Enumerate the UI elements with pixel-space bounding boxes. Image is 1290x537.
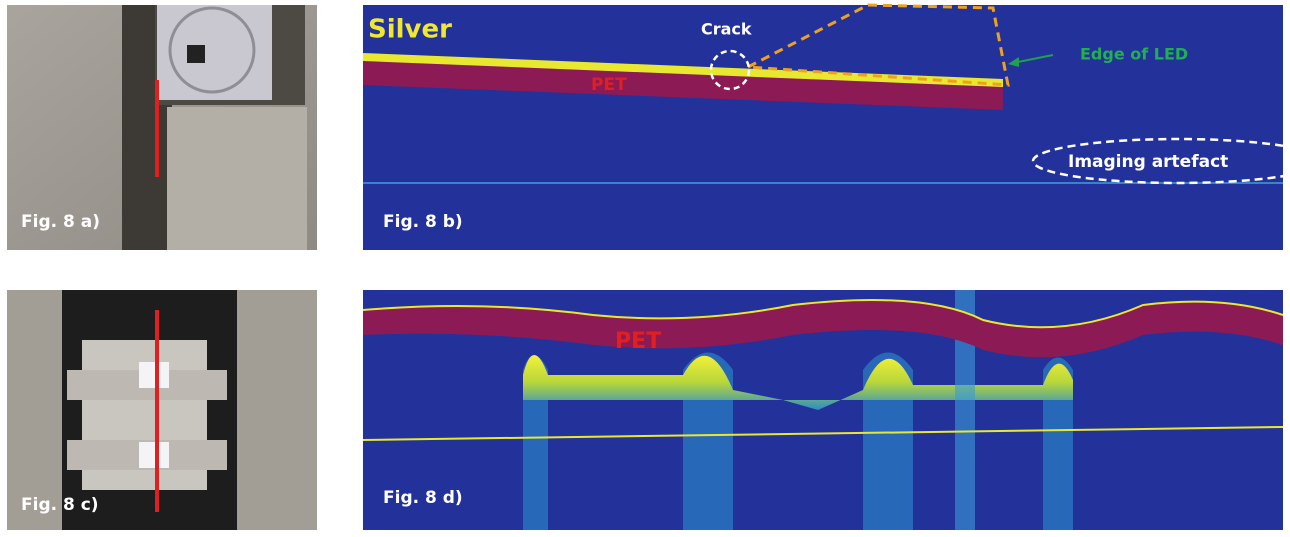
annotation: PET	[615, 329, 661, 354]
substrate	[167, 107, 307, 250]
annotation: Imaging artefact	[1068, 152, 1228, 172]
panel-b: Silver Crack PET Edge of LED Imaging art…	[363, 5, 1290, 250]
panel-label: Fig. 8 d)	[383, 488, 463, 508]
page: {"panels": [ {"label": "Fig. 8 a)"}, {"l…	[0, 0, 1290, 533]
panel-a: Fig. 8 a)	[7, 5, 317, 250]
led-emitter	[139, 362, 169, 388]
annotation: Silver	[368, 15, 452, 45]
annotation: Edge of LED	[1080, 45, 1188, 64]
led-emitter	[139, 442, 169, 468]
panel-d: PET Fig. 8 d)	[363, 290, 1283, 530]
annotation: Crack	[701, 20, 752, 39]
figure: Fig. 8 a) Silver Crack PET Edge of LED I…	[0, 0, 1290, 533]
panel-label: Fig. 8 b)	[383, 212, 463, 232]
annotation: PET	[591, 75, 627, 95]
panel-c: Fig. 8 c)	[7, 290, 317, 530]
panel-label: Fig. 8 a)	[21, 212, 100, 232]
panel-label: Fig. 8 c)	[21, 495, 99, 515]
oct-background	[363, 5, 1283, 250]
led-chip	[187, 45, 205, 63]
